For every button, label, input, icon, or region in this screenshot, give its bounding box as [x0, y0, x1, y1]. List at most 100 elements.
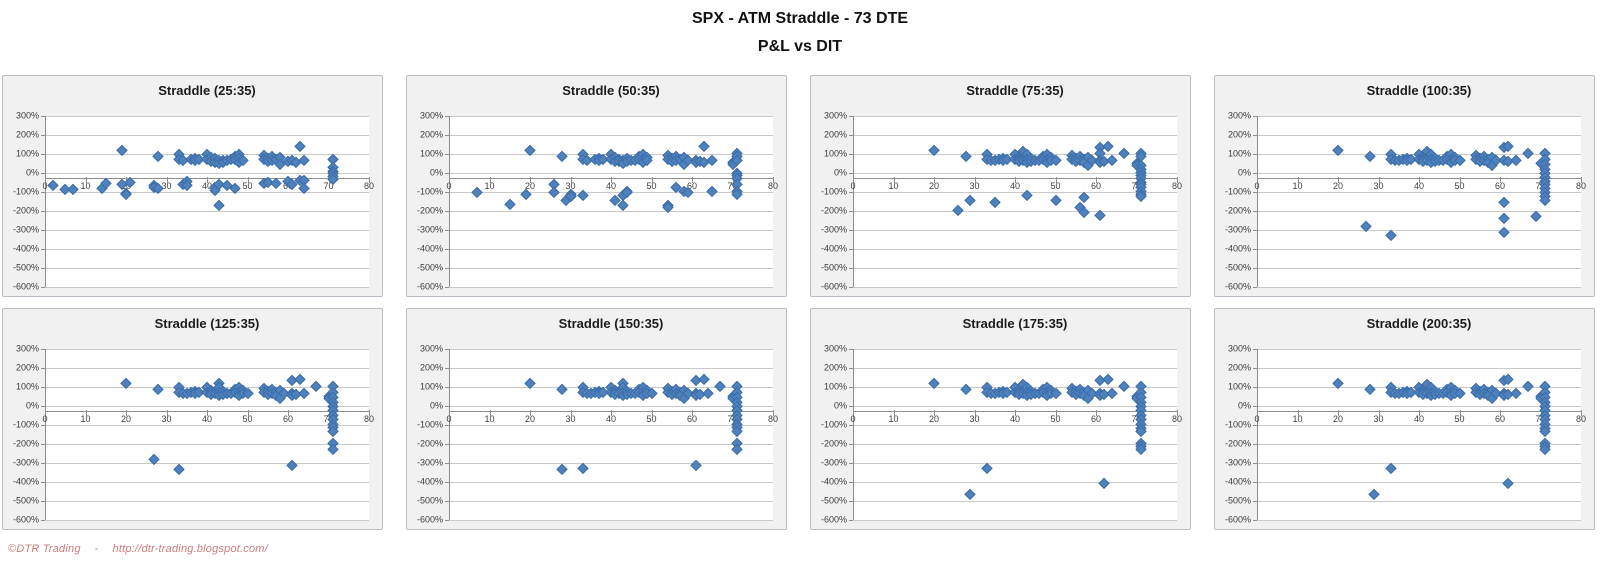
y-tick-label: -100% [12, 419, 39, 430]
y-axis-tick [445, 406, 449, 407]
y-axis-tick [849, 501, 853, 502]
x-tick-label: 60 [1494, 181, 1506, 191]
x-axis-tick [247, 177, 249, 183]
x-tick-label: 50 [242, 181, 253, 191]
y-tick-label: -200% [416, 205, 443, 216]
y-axis-tick [1253, 249, 1257, 250]
footer: ©DTR Trading - http://dtr-trading.blogspot… [8, 543, 268, 555]
y-axis-tick [1253, 482, 1257, 483]
gridline [1257, 116, 1581, 117]
y-tick-label: -500% [1224, 262, 1251, 273]
y-axis-tick [849, 230, 853, 231]
gridline [45, 268, 369, 269]
panel-title: Straddle (125:35) [154, 316, 260, 331]
gridline [853, 444, 1177, 445]
gridline [853, 173, 1177, 174]
y-axis-tick [445, 287, 449, 288]
x-tick-label: 20 [1332, 414, 1344, 424]
y-axis-tick [41, 482, 45, 483]
x-tick-label: 40 [1009, 414, 1021, 424]
gridline [853, 463, 1177, 464]
x-tick-label: 60 [282, 414, 294, 424]
x-axis-tick [934, 177, 935, 183]
y-axis-tick [849, 387, 853, 388]
gridline [45, 482, 369, 483]
gridline [449, 463, 773, 464]
y-axis-tick [1253, 387, 1257, 388]
x-axis-tick [449, 410, 450, 416]
x-axis-tick [166, 410, 168, 416]
y-tick-label: -300% [12, 224, 39, 235]
x-axis-tick [1378, 410, 1380, 416]
panel-title: Straddle (100:35) [1366, 83, 1472, 98]
x-axis-tick [1500, 177, 1501, 183]
gridline [449, 368, 773, 369]
y-axis-tick [849, 349, 853, 350]
chart-panel-125-35: Straddle (125:35) 300% 200% 100% 0% -100% -20… [2, 308, 383, 530]
gridline [853, 192, 1177, 193]
y-axis-tick [41, 349, 45, 350]
scatter-plot: 300% 200% 100% 0% -100% -200% -300% -400% -500% -… [811, 76, 1190, 296]
y-tick-label: 100% [15, 148, 39, 159]
y-tick-label: 100% [1227, 148, 1251, 159]
gridline [853, 287, 1177, 288]
y-tick-label: 300% [15, 110, 39, 121]
y-axis-tick [445, 135, 449, 136]
y-axis-tick [1253, 406, 1257, 407]
gridline [853, 349, 1177, 350]
x-axis-tick [1055, 177, 1057, 183]
panel-title: Straddle (50:35) [562, 83, 660, 98]
gridline [1257, 444, 1581, 445]
gridline [449, 211, 773, 212]
x-axis-tick [1177, 177, 1178, 183]
gridline [449, 135, 773, 136]
x-tick-label: 30 [565, 414, 576, 424]
y-tick-label: 0% [833, 167, 847, 178]
x-tick-label: 20 [120, 181, 132, 191]
gridline [853, 501, 1177, 502]
y-axis-tick [849, 368, 853, 369]
y-axis-tick [445, 444, 449, 445]
x-axis-tick [1459, 410, 1461, 416]
y-axis-tick [41, 368, 45, 369]
y-tick-label: 200% [15, 129, 39, 140]
y-axis-tick [41, 387, 45, 388]
gridline [45, 406, 369, 407]
footer-separator: - [94, 543, 99, 555]
y-tick-label: -100% [820, 419, 847, 430]
x-axis-tick [773, 410, 774, 416]
x-tick-label: 80 [363, 181, 375, 191]
x-tick-label: 10 [1292, 181, 1303, 191]
gridline [45, 444, 369, 445]
x-axis-tick [1581, 410, 1582, 416]
gridline [449, 349, 773, 350]
panel-title: Straddle (25:35) [158, 83, 256, 98]
gridline [45, 135, 369, 136]
x-axis-tick [45, 177, 46, 183]
y-axis-tick [445, 192, 449, 193]
chart-panel-75-35: Straddle (75:35) 300% 200% 100% 0% -100% -200… [810, 75, 1191, 297]
y-tick-label: -300% [1224, 224, 1251, 235]
gridline [1257, 249, 1581, 250]
y-tick-label: -400% [820, 476, 847, 487]
y-tick-label: 100% [15, 381, 39, 392]
scatter-plot: 300% 200% 100% 0% -100% -200% -300% -400% -500% -… [1215, 309, 1594, 529]
gridline [1257, 349, 1581, 350]
x-tick-label: 80 [1171, 181, 1183, 191]
x-tick-label: 80 [363, 414, 375, 424]
y-tick-label: 200% [1227, 362, 1251, 373]
x-axis-tick [853, 410, 854, 416]
x-axis-tick [692, 410, 693, 416]
x-tick-label: 20 [928, 414, 940, 424]
x-axis-tick [1338, 177, 1339, 183]
y-tick-label: -500% [820, 262, 847, 273]
y-axis-tick [849, 406, 853, 407]
y-axis-tick [1253, 287, 1257, 288]
scatter-plot: 300% 200% 100% 0% -100% -200% -300% -400% -500% -… [3, 76, 382, 296]
y-axis-tick [41, 173, 45, 174]
x-tick-label: 30 [969, 181, 980, 191]
gridline [853, 406, 1177, 407]
gridline [449, 425, 773, 426]
x-tick-label: 10 [80, 414, 91, 424]
x-tick-label: 60 [686, 181, 698, 191]
